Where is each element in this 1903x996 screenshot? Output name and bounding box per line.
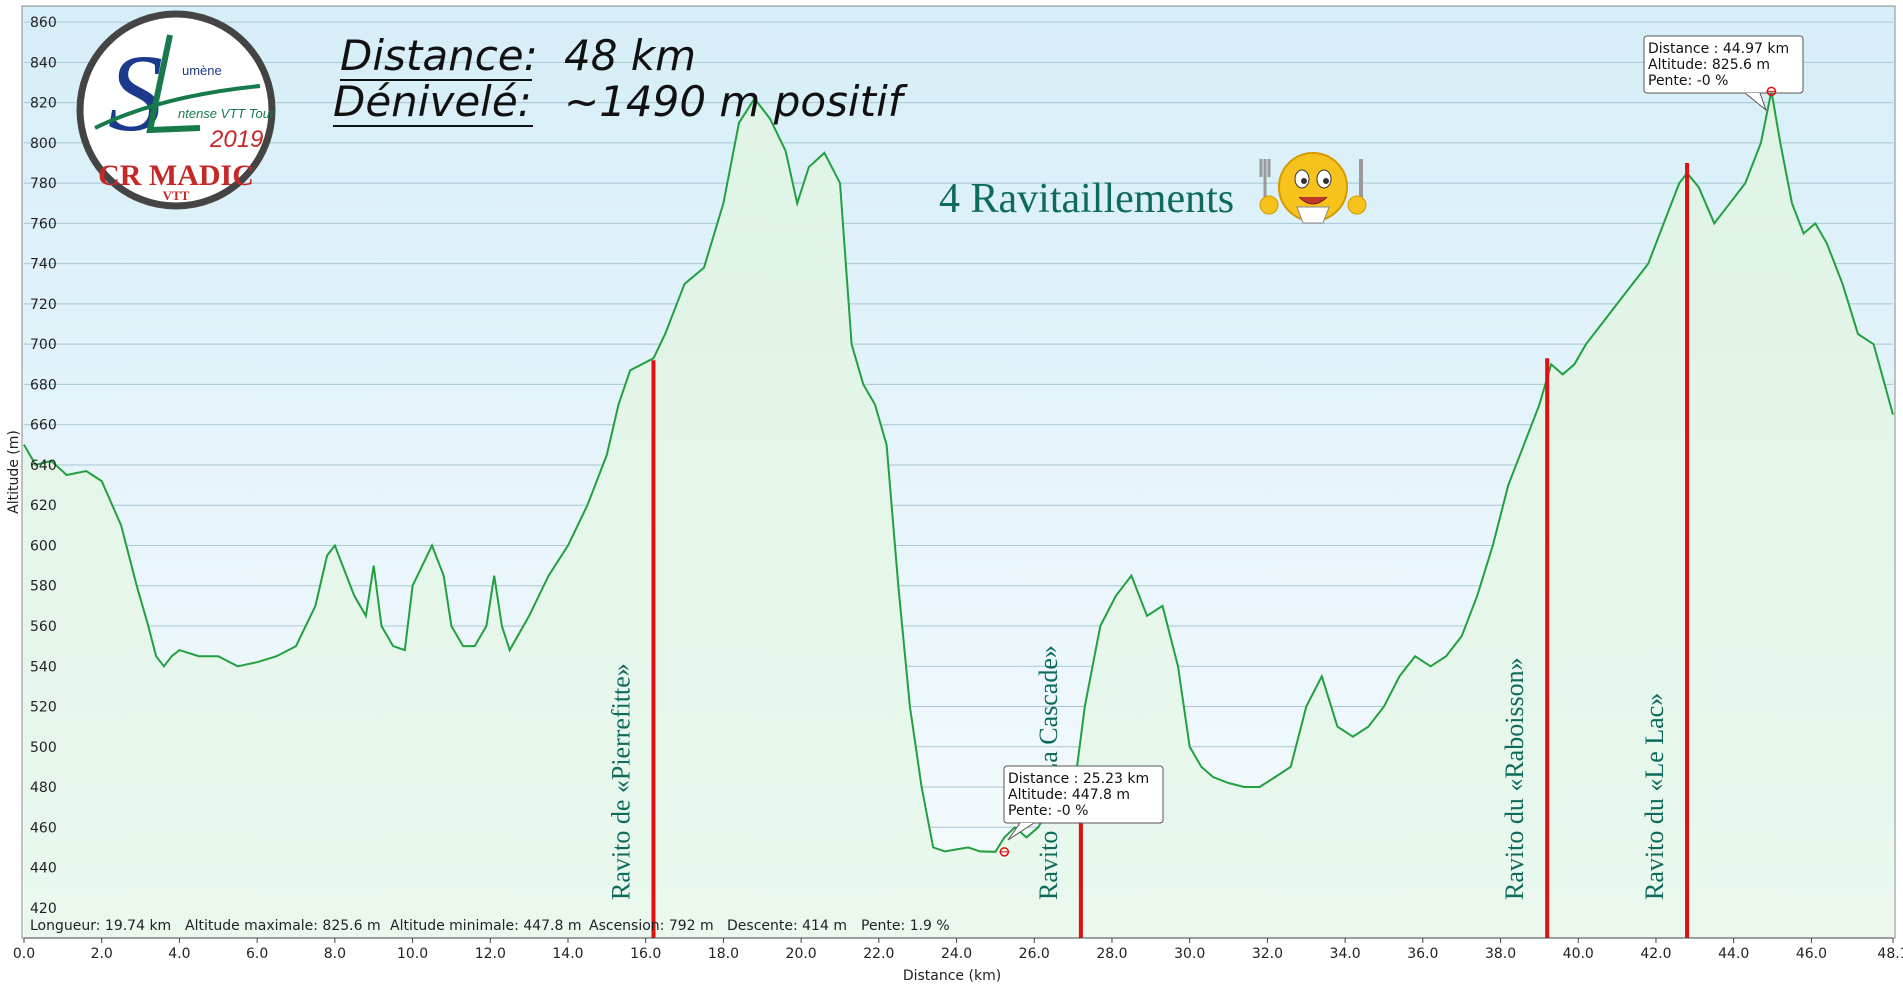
logo-club: CR MADIC xyxy=(98,159,254,192)
x-tick-label: 16.0 xyxy=(630,946,661,962)
header-title: Distance: 48 km Dénivelé: ~1490 m positi… xyxy=(333,31,1234,222)
y-tick-label: 860 xyxy=(30,15,57,31)
x-axis-ticks: 0.0 2.0 4.0 6.0 8.0 10.0 12.0 14.0 16.0 18.0 20.0 2… xyxy=(13,937,1903,962)
y-tick-label: 520 xyxy=(30,700,57,716)
y-tick-label: 420 xyxy=(30,901,57,917)
x-tick-label: 24.0 xyxy=(941,946,972,962)
logo-line2: ntense VTT Tour xyxy=(178,106,275,121)
tooltip2-pente: Pente: -0 % xyxy=(1648,73,1728,89)
tooltip2-distance: Distance : 44.97 km xyxy=(1648,41,1789,57)
logo-s-letter: S xyxy=(108,32,163,154)
logo-year: 2019 xyxy=(209,126,263,153)
denivele-value: ~1490 m positif xyxy=(564,77,909,126)
tooltip1-pente: Pente: -0 % xyxy=(1008,803,1088,819)
tooltip1-distance: Distance : 25.23 km xyxy=(1008,771,1149,787)
ravito-label: Ravito de «Pierrefitte» xyxy=(606,663,635,900)
x-tick-label: 42.0 xyxy=(1640,946,1671,962)
hungry-emoji-icon xyxy=(1259,152,1367,224)
distance-label: Distance: xyxy=(340,31,538,80)
x-tick-label: 22.0 xyxy=(863,946,894,962)
ravitaillements-title: 4 Ravitaillements xyxy=(939,176,1234,222)
stat-ascension: Ascension: 792 m xyxy=(589,918,714,934)
y-tick-label: 840 xyxy=(30,55,57,71)
x-tick-label: 40.0 xyxy=(1563,946,1594,962)
y-tick-label: 700 xyxy=(30,337,57,353)
tooltip-max-altitude: Distance : 44.97 km Altitude: 825.6 m Pe… xyxy=(1643,35,1804,112)
y-tick-label: 820 xyxy=(30,96,57,112)
y-tick-label: 460 xyxy=(30,820,57,836)
y-tick-label: 600 xyxy=(30,538,57,554)
x-tick-label: 26.0 xyxy=(1019,946,1050,962)
x-tick-label: 46.0 xyxy=(1796,946,1827,962)
y-tick-label: 640 xyxy=(30,458,57,474)
y-axis-ticks: 420 440 460 480 500 520 540 560 580 600 620 640 660 6… xyxy=(30,15,57,917)
stat-longueur: Longueur: 19.74 km xyxy=(30,918,171,934)
logo-sub: VTT xyxy=(163,188,190,203)
tooltip-min-altitude: Distance : 25.23 km Altitude: 447.8 m Pe… xyxy=(1003,765,1164,841)
x-tick-label: 34.0 xyxy=(1330,946,1361,962)
x-axis-label: Distance (km) xyxy=(903,968,1001,984)
y-tick-label: 660 xyxy=(30,418,57,434)
tooltip1-altitude: Altitude: 447.8 m xyxy=(1008,787,1130,803)
x-tick-label: 20.0 xyxy=(786,946,817,962)
x-tick-label: 10.0 xyxy=(397,946,428,962)
y-tick-label: 560 xyxy=(30,619,57,635)
elevation-area xyxy=(24,91,1893,939)
tooltip-points xyxy=(999,86,1777,857)
x-tick-label: 8.0 xyxy=(324,946,346,962)
logo-line1: umène xyxy=(182,63,222,78)
stat-pente: Pente: 1.9 % xyxy=(861,918,950,934)
y-tick-label: 740 xyxy=(30,257,57,273)
stat-descente: Descente: 414 m xyxy=(727,918,847,934)
x-tick-label: 2.0 xyxy=(91,946,113,962)
y-tick-label: 500 xyxy=(30,740,57,756)
elevation-line xyxy=(23,91,1894,853)
x-tick-label: 36.0 xyxy=(1407,946,1438,962)
stat-alt-min: Altitude minimale: 447.8 m xyxy=(390,918,582,934)
tooltip2-altitude: Altitude: 825.6 m xyxy=(1648,57,1770,73)
y-tick-label: 680 xyxy=(30,377,57,393)
x-tick-label: 30.0 xyxy=(1174,946,1205,962)
y-tick-label: 720 xyxy=(30,297,57,313)
x-tick-label: 32.0 xyxy=(1252,946,1283,962)
y-tick-label: 780 xyxy=(30,176,57,192)
denivele-label: Dénivelé: xyxy=(333,77,532,126)
x-tick-label: 28.0 xyxy=(1096,946,1127,962)
y-tick-label: 580 xyxy=(30,579,57,595)
y-tick-label: 760 xyxy=(30,216,57,232)
x-tick-label: 0.0 xyxy=(13,946,35,962)
y-tick-label: 480 xyxy=(30,780,57,796)
y-tick-label: 540 xyxy=(30,659,57,675)
x-tick-label: 18.0 xyxy=(708,946,739,962)
stat-alt-max: Altitude maximale: 825.6 m xyxy=(185,918,381,934)
stats-bar: Longueur: 19.74 km Altitude maximale: 82… xyxy=(30,918,950,934)
distance-value: 48 km xyxy=(564,31,696,80)
y-axis-label: Altitude (m) xyxy=(6,430,22,514)
y-tick-label: 440 xyxy=(30,861,57,877)
x-tick-label: 12.0 xyxy=(475,946,506,962)
ravito-label: Ravito du «Raboisson» xyxy=(1500,657,1529,900)
x-tick-label: 6.0 xyxy=(246,946,268,962)
y-tick-label: 800 xyxy=(30,136,57,152)
x-tick-label: 38.0 xyxy=(1485,946,1516,962)
x-tick-label: 14.0 xyxy=(552,946,583,962)
ravito-label: Ravito du «Le Lac» xyxy=(1640,693,1669,900)
x-tick-label: 4.0 xyxy=(168,946,190,962)
x-tick-label: 44.0 xyxy=(1718,946,1749,962)
cr-madic-logo: S umène ntense VTT Tour 2019 CR MADIC VT… xyxy=(76,10,276,210)
y-tick-label: 620 xyxy=(30,498,57,514)
x-tick-label: 48.1 xyxy=(1877,946,1903,962)
